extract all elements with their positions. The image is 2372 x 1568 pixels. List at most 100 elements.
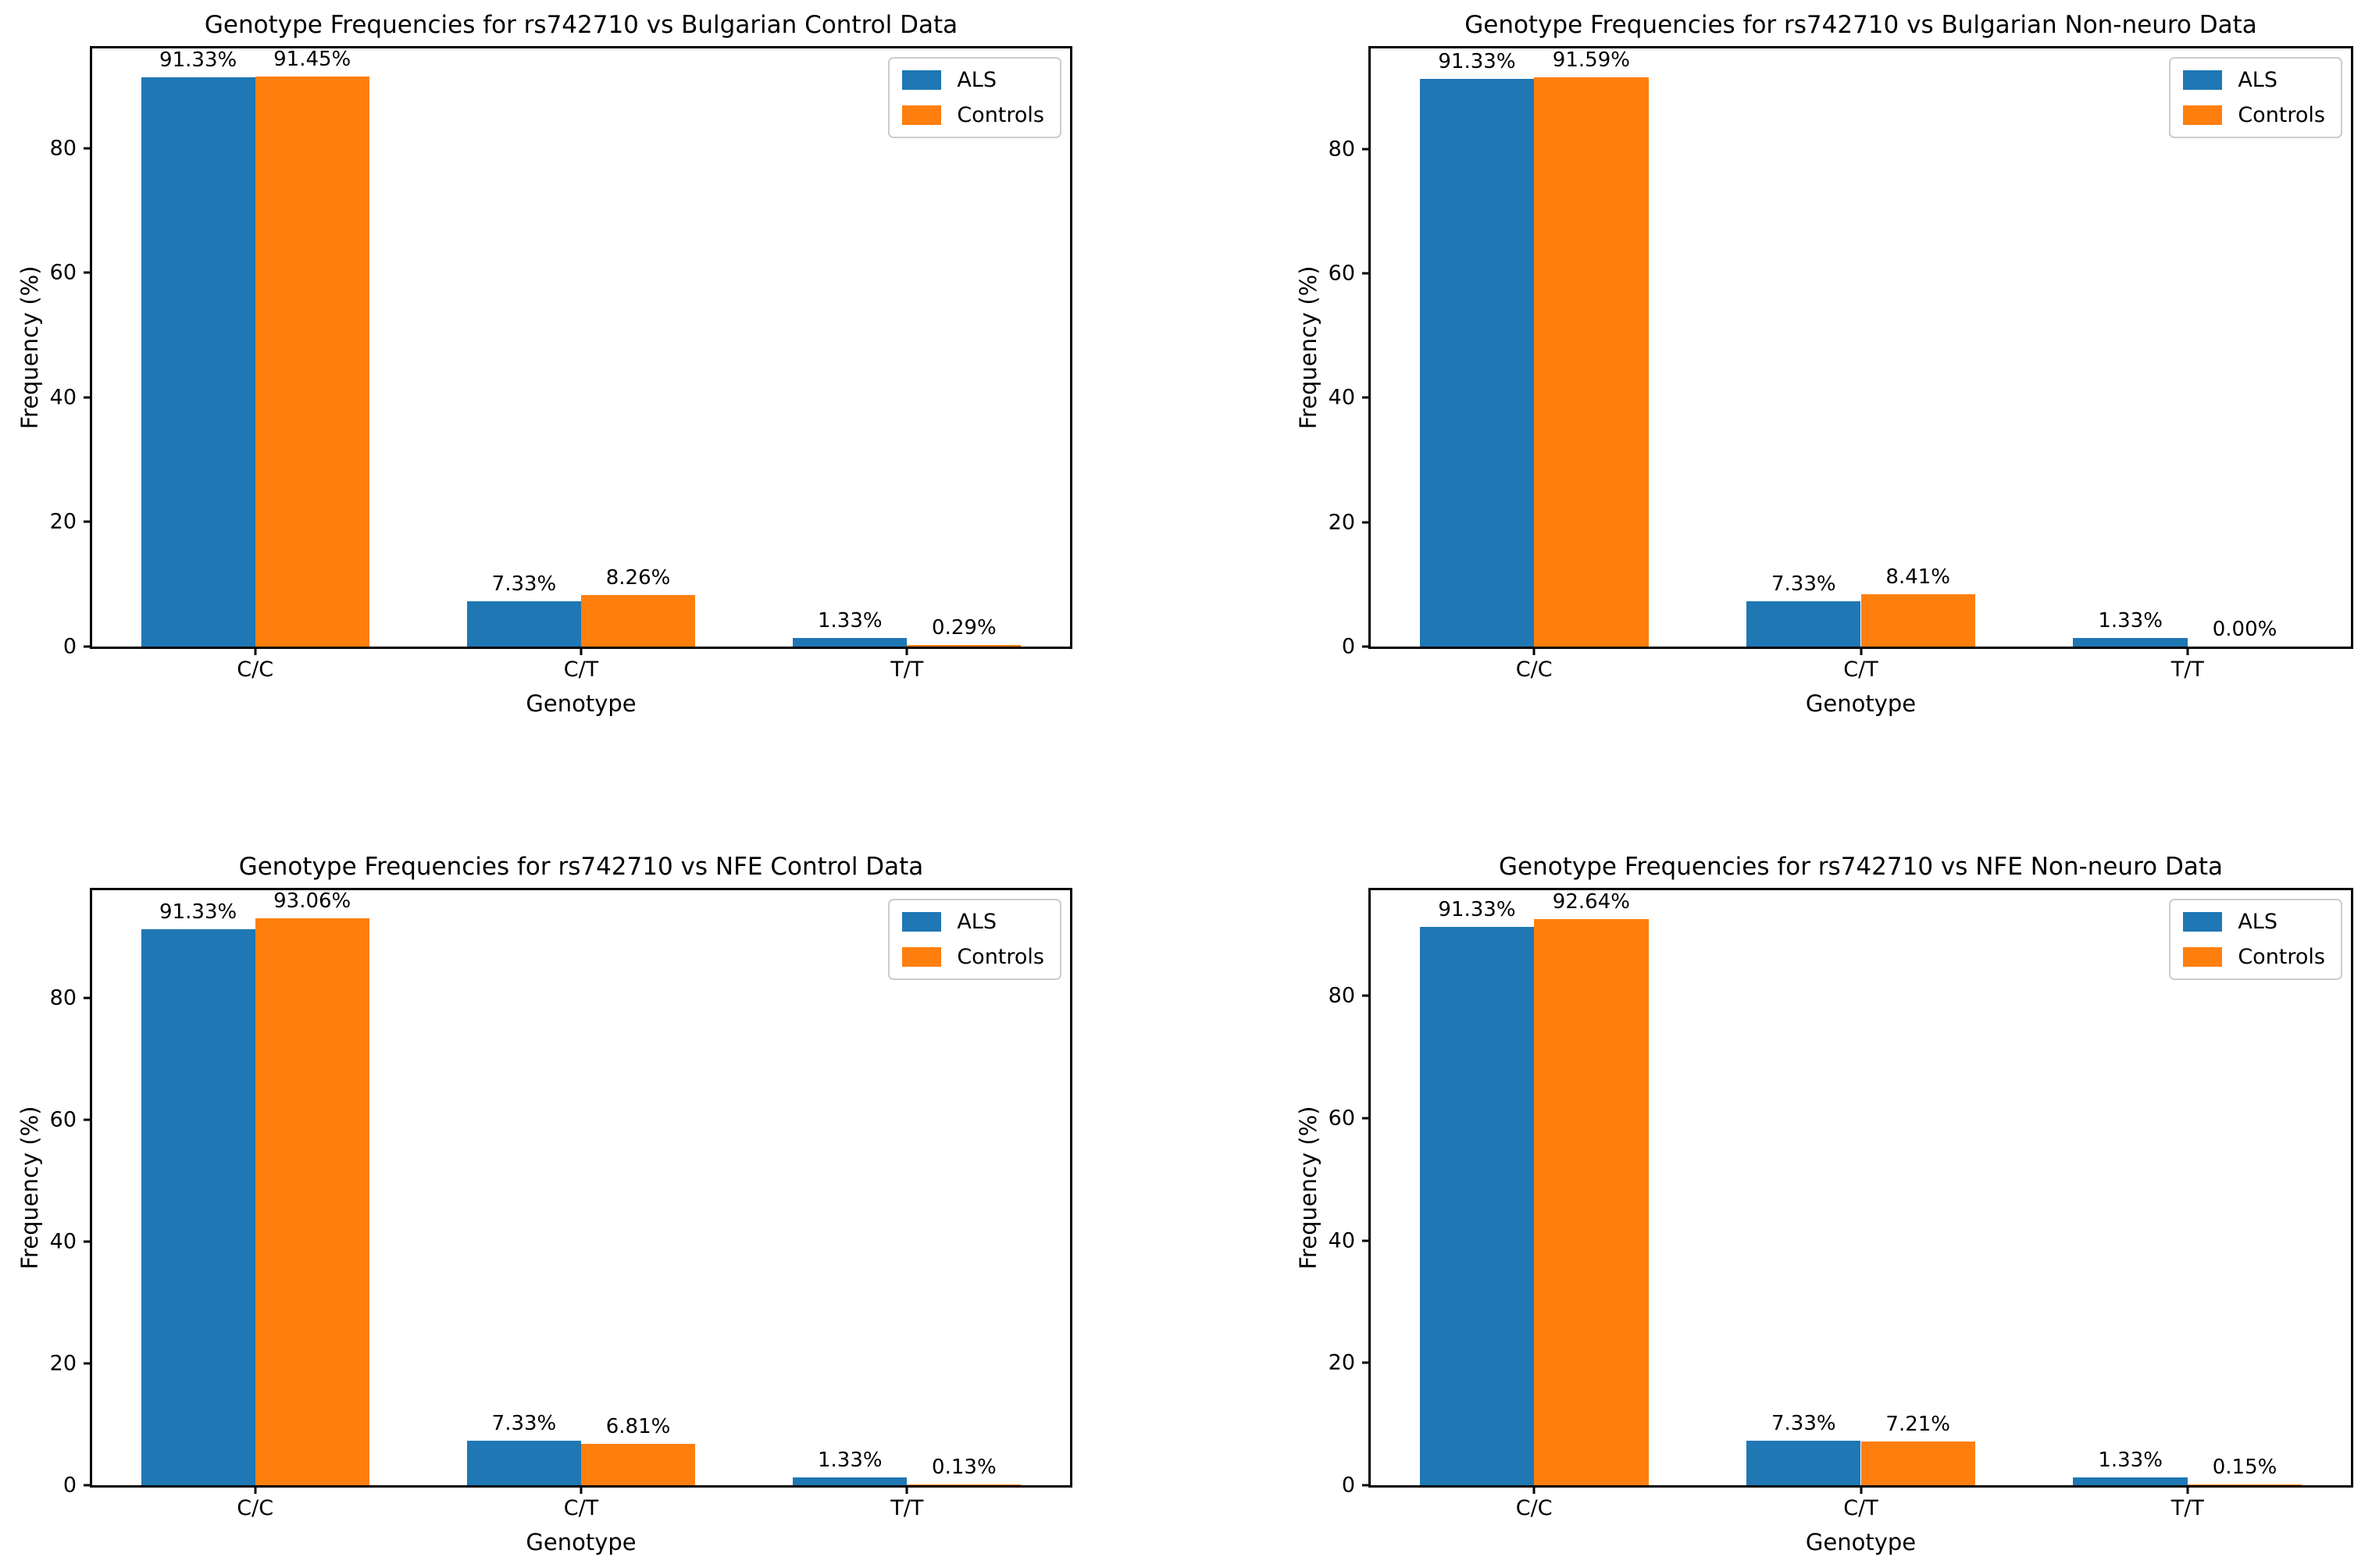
bar-als-t-t xyxy=(2073,638,2188,647)
bar-als-c-t xyxy=(1746,600,1861,647)
chart-title: Genotype Frequencies for rs742710 vs Bul… xyxy=(1464,11,2257,39)
legend-label-controls: Controls xyxy=(957,945,1044,969)
bar-als-c-c xyxy=(1419,926,1535,1485)
legend-label-controls: Controls xyxy=(2238,945,2325,969)
bar-controls-t-t xyxy=(2187,1484,2302,1485)
legend-swatch-als xyxy=(902,70,942,90)
bar-controls-c-t xyxy=(1860,1441,1975,1485)
y-tick-label: 20 xyxy=(49,509,77,534)
bar-als-c-c xyxy=(141,928,255,1485)
bar-value-label: 0.29% xyxy=(932,615,997,640)
x-tick-mark xyxy=(1532,647,1536,655)
bar-value-label: 0.00% xyxy=(2212,618,2277,641)
bar-value-label: 91.45% xyxy=(273,48,351,72)
bar-value-label: 0.13% xyxy=(932,1456,997,1479)
y-tick-label: 0 xyxy=(1341,634,1355,659)
x-tick-mark xyxy=(580,647,583,655)
bar-value-label: 8.41% xyxy=(1885,565,1951,590)
plot-bulgarian-control: Genotype Frequencies for rs742710 vs Bul… xyxy=(16,11,1072,717)
y-tick-mark xyxy=(84,396,92,399)
bar-controls-c-c xyxy=(1534,918,1649,1485)
legend-label-als: ALS xyxy=(2238,68,2277,92)
bar-value-label: 7.21% xyxy=(1885,1412,1951,1436)
bar-controls-c-c xyxy=(255,918,369,1485)
y-tick-label: 60 xyxy=(49,1107,77,1132)
legend: ALS Controls xyxy=(888,899,1061,980)
legend-swatch-als xyxy=(2183,70,2223,90)
legend-swatch-controls xyxy=(902,947,942,967)
x-tick-label: C/T xyxy=(563,657,599,682)
y-tick-mark xyxy=(1362,994,1371,997)
x-tick-label: C/T xyxy=(563,1496,599,1520)
legend: ALS Controls xyxy=(888,57,1061,138)
y-tick-label: 60 xyxy=(49,260,77,285)
bar-value-label: 91.33% xyxy=(159,48,237,73)
bar-value-label: 7.33% xyxy=(1771,1411,1836,1435)
bar-als-c-t xyxy=(466,1440,581,1485)
y-tick-mark xyxy=(84,1118,92,1121)
y-tick-mark xyxy=(1362,645,1371,648)
bar-value-label: 1.33% xyxy=(2098,609,2163,633)
bar-als-c-t xyxy=(466,600,581,647)
chart-title: Genotype Frequencies for rs742710 vs Bul… xyxy=(204,11,958,39)
x-tick-label: T/T xyxy=(2170,1496,2204,1520)
bar-value-label: 7.33% xyxy=(491,572,557,596)
y-tick-label: 20 xyxy=(1328,1350,1355,1375)
y-tick-label: 40 xyxy=(1328,1228,1355,1253)
legend-item-als: ALS xyxy=(2183,911,2325,932)
legend-label-controls: Controls xyxy=(2238,103,2325,127)
x-axis-label: Genotype xyxy=(1805,690,1917,717)
bar-als-t-t xyxy=(2073,1477,2188,1485)
y-tick-label: 80 xyxy=(49,985,77,1010)
plot-nfe-control: Genotype Frequencies for rs742710 vs NFE… xyxy=(16,853,1072,1556)
bar-value-label: 93.06% xyxy=(273,889,351,914)
bar-controls-c-t xyxy=(1860,594,1975,647)
x-tick-mark xyxy=(2186,1485,2189,1494)
x-tick-mark xyxy=(580,1485,583,1494)
y-tick-label: 0 xyxy=(62,634,77,659)
y-tick-label: 60 xyxy=(1328,261,1355,286)
y-tick-mark xyxy=(84,996,92,1000)
x-tick-label: C/C xyxy=(237,1496,274,1520)
x-axis-label: Genotype xyxy=(526,1529,637,1556)
y-axis-label: Frequency (%) xyxy=(1295,265,1322,429)
legend-item-controls: Controls xyxy=(902,105,1044,126)
y-tick-mark xyxy=(1362,148,1371,151)
bar-value-label: 92.64% xyxy=(1552,889,1630,914)
bar-value-label: 7.33% xyxy=(491,1411,557,1435)
bar-value-label: 6.81% xyxy=(605,1414,671,1438)
bar-als-t-t xyxy=(793,1477,908,1485)
x-axis-label: Genotype xyxy=(1805,1529,1917,1556)
x-tick-label: T/T xyxy=(890,1496,924,1520)
legend-item-als: ALS xyxy=(902,69,1044,91)
chart-title: Genotype Frequencies for rs742710 vs NFE… xyxy=(1499,853,2223,881)
y-tick-label: 60 xyxy=(1328,1106,1355,1131)
x-tick-label: C/C xyxy=(1515,657,1553,682)
chart-title: Genotype Frequencies for rs742710 vs NFE… xyxy=(238,853,924,881)
y-tick-mark xyxy=(84,645,92,648)
y-tick-mark xyxy=(84,520,92,523)
y-tick-mark xyxy=(84,1240,92,1243)
bar-value-label: 91.59% xyxy=(1552,48,1630,72)
bar-value-label: 0.15% xyxy=(2212,1455,2277,1479)
y-tick-mark xyxy=(1362,1117,1371,1120)
y-tick-mark xyxy=(84,1484,92,1487)
legend-item-controls: Controls xyxy=(2183,105,2325,126)
legend-swatch-controls xyxy=(902,105,942,125)
y-tick-label: 20 xyxy=(1328,510,1355,535)
legend-item-als: ALS xyxy=(2183,69,2325,91)
legend-swatch-controls xyxy=(2183,105,2223,125)
bar-value-label: 1.33% xyxy=(2098,1448,2163,1472)
legend-item-controls: Controls xyxy=(2183,946,2325,968)
y-tick-label: 0 xyxy=(62,1473,77,1498)
bar-value-label: 1.33% xyxy=(817,1448,883,1472)
x-tick-mark xyxy=(905,647,908,655)
y-tick-mark xyxy=(84,1362,92,1365)
bar-value-label: 1.33% xyxy=(817,609,883,633)
y-tick-mark xyxy=(1362,272,1371,275)
legend-label-als: ALS xyxy=(957,910,997,934)
y-tick-label: 80 xyxy=(49,136,77,161)
bar-controls-c-c xyxy=(255,77,369,647)
legend-label-als: ALS xyxy=(957,68,997,92)
bar-value-label: 8.26% xyxy=(605,566,671,590)
